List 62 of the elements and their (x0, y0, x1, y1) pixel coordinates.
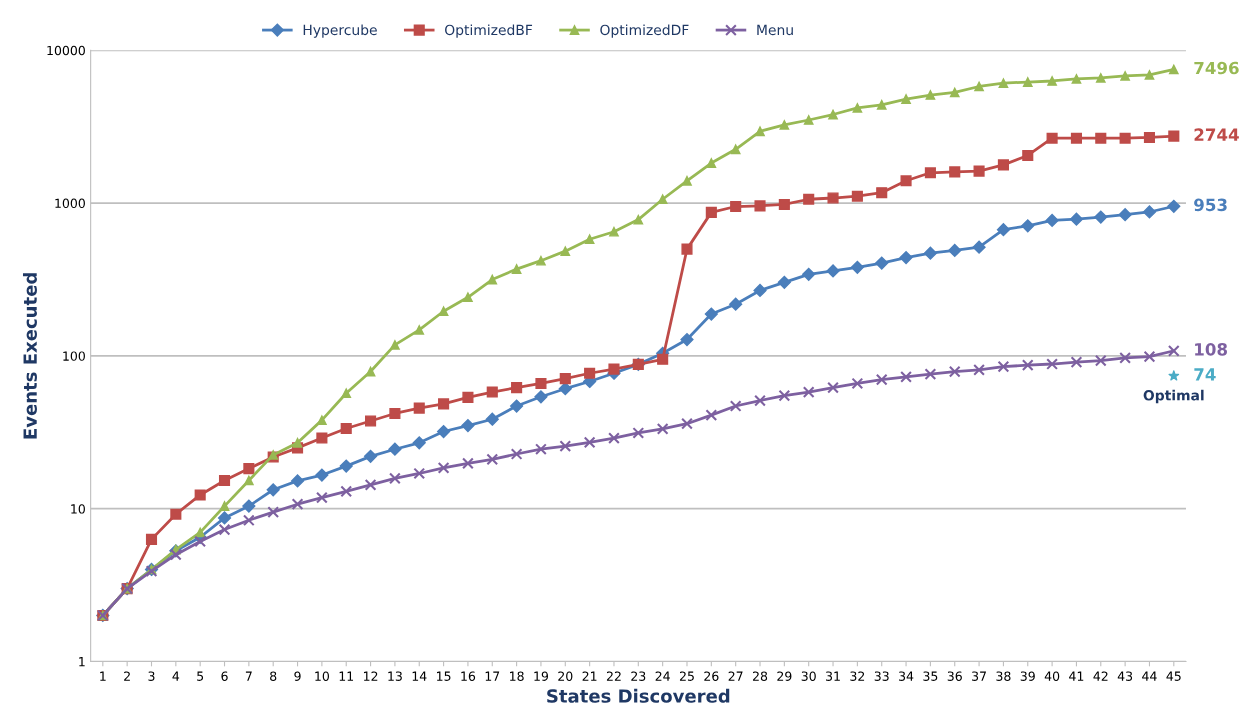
x-tick-label: 7 (245, 671, 252, 681)
x-tick-label: 34 (899, 671, 914, 681)
x-tick-label: 29 (777, 671, 792, 681)
x-tick-label: 6 (221, 671, 228, 681)
x-tick-label: 9 (294, 671, 301, 681)
x-tick-label: 8 (270, 671, 277, 681)
x-tick-label: 44 (1142, 671, 1157, 681)
x-tick-label: 1 (100, 671, 106, 681)
x-tick-label: 2 (124, 671, 130, 681)
x-tick-label: 12 (363, 671, 378, 681)
legend-label: Menu (757, 24, 793, 36)
x-tick-label: 42 (1093, 671, 1108, 681)
x-tick-label: 24 (655, 671, 670, 681)
x-tick-label: 16 (461, 671, 476, 681)
x-tick-label: 4 (172, 671, 180, 681)
x-tick-label: 11 (339, 671, 354, 681)
x-tick-label: 22 (606, 671, 621, 681)
x-tick-label: 35 (923, 671, 938, 681)
y-tick-label: 10 (71, 504, 85, 514)
y-axis-title: Events Executed (22, 273, 37, 439)
data-label: 953 (1194, 198, 1227, 212)
x-tick-label: 18 (510, 671, 524, 681)
x-tick-label: 15 (437, 671, 451, 681)
x-tick-label: 3 (148, 671, 155, 681)
x-axis-title: States Discovered (547, 688, 730, 703)
x-tick-label: 41 (1069, 671, 1084, 681)
x-tick-label: 13 (388, 671, 402, 681)
data-label: 108 (1195, 343, 1228, 356)
x-tick-label: 37 (972, 671, 986, 681)
x-tick-label: 36 (947, 671, 962, 681)
x-tick-label: 39 (1020, 671, 1035, 681)
x-tick-label: 33 (874, 671, 889, 681)
legend-label: Hypercube (303, 24, 377, 38)
x-tick-label: 45 (1166, 671, 1181, 681)
x-tick-label: 26 (704, 671, 719, 681)
legend-label: OptimizedBF (445, 24, 533, 38)
x-tick-label: 25 (679, 671, 694, 681)
y-tick-label: 1000 (55, 198, 85, 209)
data-label: 7496 (1194, 61, 1239, 75)
x-tick-label: 19 (534, 671, 549, 681)
data-label: 2744 (1194, 128, 1239, 141)
x-tick-label: 31 (826, 671, 840, 681)
y-tick-label: 1 (79, 657, 85, 667)
y-tick-label: 100 (63, 351, 85, 361)
x-tick-label: 32 (850, 671, 865, 681)
x-tick-label: 14 (412, 671, 427, 681)
x-tick-label: 38 (996, 671, 1011, 681)
x-tick-label: 27 (728, 671, 743, 681)
x-tick-label: 28 (752, 671, 768, 681)
x-tick-label: 23 (631, 671, 646, 681)
annotation: Optimal (1143, 389, 1204, 404)
y-tick-label: 10000 (47, 45, 85, 56)
data-label: 74 (1194, 368, 1216, 381)
x-tick-label: 40 (1044, 671, 1060, 681)
legend-label: OptimizedDF (600, 24, 689, 38)
x-tick-label: 20 (558, 671, 573, 681)
x-tick-label: 43 (1117, 671, 1133, 681)
x-tick-label: 21 (582, 671, 597, 681)
x-tick-label: 17 (485, 671, 500, 681)
x-tick-label: 5 (197, 671, 204, 681)
x-tick-label: 30 (801, 671, 816, 681)
x-tick-label: 10 (315, 671, 330, 681)
